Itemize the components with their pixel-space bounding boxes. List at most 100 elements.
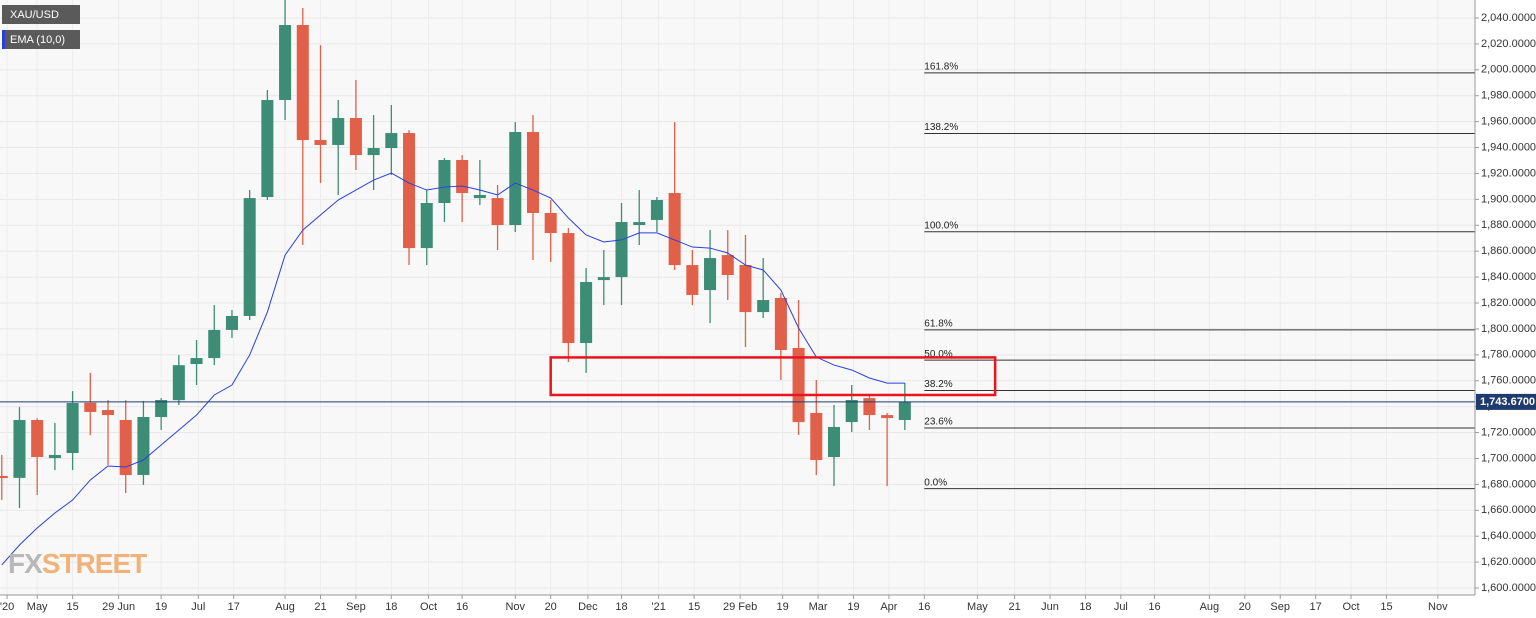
candle-body [137,417,150,476]
x-tick-label: 21 [1008,601,1020,613]
fib-label: 38.2% [924,379,952,390]
candle-body [580,282,593,344]
candle-body [225,315,238,330]
y-tick-label: 1,940.0000 [1481,141,1536,153]
candle-body [243,198,256,316]
x-tick-label: Jul [1114,601,1128,613]
candle-body [544,212,557,234]
candle-body [13,419,26,478]
candle-body [403,133,416,249]
legend-box [2,5,80,24]
candle-body [208,329,221,359]
y-tick-label: 1,840.0000 [1481,271,1536,283]
candle-body [349,118,362,156]
x-tick-label: 20 [545,601,557,613]
candle-body [686,265,699,295]
y-tick-label: 1,700.0000 [1481,452,1536,464]
plot-background [0,0,1475,595]
ema-line [1,172,905,566]
fib-label: 50.0% [924,349,952,360]
x-tick-label: 18 [1079,601,1091,613]
candle-body [385,133,398,149]
x-tick-label: 17 [1310,601,1322,613]
x-tick-label: '20 [0,601,14,613]
y-tick-label: 1,860.0000 [1481,245,1536,257]
fib-label: 0.0% [924,477,947,488]
candle-body [367,148,380,156]
candle-body [827,426,841,458]
candle-body [633,222,646,226]
candle-body [48,454,61,459]
y-tick-label: 2,020.0000 [1481,38,1536,50]
y-tick-label: 2,000.0000 [1481,64,1536,76]
candle-body [863,398,876,416]
candle-body [597,277,610,281]
x-tick-label: Nov [505,601,525,613]
x-tick-label: Dec [578,601,598,613]
candle-body [562,233,575,344]
plot-area: 161.8% 138.2% 100.0% 61.8% 50.0% 38.2% 23.6% 0.… [0,0,1475,566]
y-tick-label: 1,660.0000 [1481,504,1536,516]
candle-body [155,400,168,418]
y-tick-label: 1,720.0000 [1481,426,1536,438]
x-tick-label: Jun [1041,601,1059,613]
x-tick-label: 16 [1148,601,1160,613]
x-tick-label: 16 [456,601,468,613]
fib-label: 161.8% [924,62,958,73]
candle-body [438,159,451,203]
candle-body [420,202,433,249]
candle-body [0,475,8,479]
fib-label: 61.8% [924,318,952,329]
x-tick-label: Aug [275,601,295,613]
highlight-box [549,356,997,397]
candle-body [739,265,752,313]
fib-label: 23.6% [924,417,952,428]
legend-entry: XAU/USD [10,9,59,21]
watermark-part: FX [8,548,43,579]
x-tick-label: 29 Feb [723,601,757,613]
y-tick-label: 1,880.0000 [1481,219,1536,231]
candle-body [190,358,203,365]
candle-body [456,159,469,194]
x-tick-label: 16 [918,601,930,613]
y-tick-label: 1,800.0000 [1481,323,1536,335]
candle-body [845,400,858,423]
last-price-box [1476,393,1536,410]
y-tick-label: 1,680.0000 [1481,478,1536,490]
legend: XAU/USD EMA (10,0) [2,5,80,49]
y-tick-label: 1,640.0000 [1481,530,1536,542]
candle-body [101,410,115,416]
candle-body [172,365,185,401]
candle-body [774,297,787,351]
candle-body [898,401,911,420]
candle-body [473,194,486,199]
y-tick-label: 1,920.0000 [1481,167,1536,179]
last-price-label: 1,743.6700 [1480,396,1535,408]
candle-body [66,403,79,454]
candle-body [84,402,97,412]
candle-body [314,140,327,145]
x-tick-label: '21 [652,601,666,613]
candle-body [119,419,132,476]
x-tick-label: Aug [1200,601,1220,613]
x-tick-label: Sep [346,601,366,613]
candle-body [757,300,770,313]
x-tick-label: Apr [880,601,897,613]
y-tick-label: 1,980.0000 [1481,90,1536,102]
candle-body [881,415,894,419]
x-tick-label: Oct [1342,601,1359,613]
legend-box [2,30,80,49]
candle-body [279,25,292,101]
candle-body [332,118,345,145]
y-tick-label: 1,600.0000 [1481,582,1536,594]
x-tick-label: 19 [847,601,859,613]
axes: 1,600.0000 1,620.0000 1,640.0000 1,660.0000… [0,12,1536,613]
x-tick-label: Sep [1270,601,1290,613]
x-tick-label: Oct [420,601,437,613]
x-tick-label: 29 Jun [102,601,135,613]
y-tick-label: 1,620.0000 [1481,556,1536,568]
y-tick-label: 1,760.0000 [1481,375,1536,387]
x-tick-label: 15 [66,601,78,613]
candle-body [668,193,681,266]
legend-swatch [2,30,5,49]
